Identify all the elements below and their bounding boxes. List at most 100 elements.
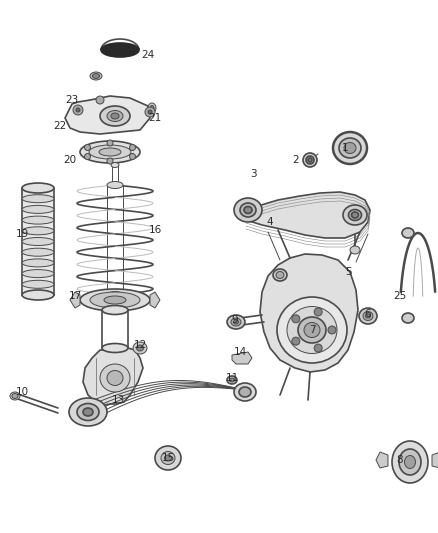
Ellipse shape [231,318,241,326]
Ellipse shape [102,305,128,314]
Ellipse shape [339,138,361,158]
Text: 19: 19 [15,229,28,239]
Ellipse shape [350,246,360,254]
Polygon shape [432,452,438,468]
Ellipse shape [22,290,54,300]
Circle shape [148,110,152,114]
Text: 7: 7 [309,325,315,335]
Ellipse shape [244,206,252,214]
Circle shape [107,140,113,146]
Ellipse shape [22,183,54,193]
Polygon shape [83,347,143,405]
Ellipse shape [298,317,326,343]
Text: 15: 15 [161,453,175,463]
Ellipse shape [102,343,128,352]
Ellipse shape [343,205,367,225]
Ellipse shape [276,271,284,279]
Ellipse shape [22,195,54,203]
Text: 22: 22 [53,121,67,131]
Text: 16: 16 [148,225,162,235]
Ellipse shape [80,141,140,163]
Circle shape [85,154,91,159]
Circle shape [76,108,80,112]
Ellipse shape [161,451,175,464]
Ellipse shape [22,227,54,235]
Text: 20: 20 [64,155,77,165]
Ellipse shape [22,216,54,224]
Text: 11: 11 [226,373,239,383]
Ellipse shape [349,209,361,221]
Ellipse shape [22,205,54,213]
Ellipse shape [90,72,102,80]
Ellipse shape [107,110,123,122]
Polygon shape [260,254,358,372]
Text: 6: 6 [365,309,371,319]
Text: 2: 2 [293,155,299,165]
Ellipse shape [273,269,287,281]
Ellipse shape [111,113,119,119]
Polygon shape [240,192,370,238]
Ellipse shape [83,408,93,416]
Polygon shape [70,292,80,308]
Circle shape [328,326,336,334]
Ellipse shape [239,387,251,397]
Circle shape [130,144,135,150]
Ellipse shape [100,364,130,392]
Ellipse shape [22,248,54,256]
Text: 9: 9 [232,315,238,325]
Text: 12: 12 [134,340,147,350]
Ellipse shape [234,383,256,401]
Ellipse shape [277,297,347,363]
Ellipse shape [227,315,245,329]
Ellipse shape [22,238,54,246]
Ellipse shape [303,153,317,167]
Text: 4: 4 [267,217,273,227]
Circle shape [107,158,113,164]
Circle shape [73,105,83,115]
Ellipse shape [363,311,373,320]
Polygon shape [232,352,252,364]
Ellipse shape [306,156,314,164]
Ellipse shape [230,378,234,382]
Ellipse shape [240,203,256,217]
Ellipse shape [308,158,312,162]
Ellipse shape [10,392,20,400]
Polygon shape [22,188,54,295]
Ellipse shape [22,259,54,267]
Text: 10: 10 [15,387,28,397]
Ellipse shape [107,182,123,189]
Text: 21: 21 [148,113,162,123]
Ellipse shape [234,198,262,222]
Circle shape [130,154,135,159]
Ellipse shape [12,393,18,399]
Ellipse shape [333,132,367,164]
Ellipse shape [22,280,54,288]
Circle shape [96,96,104,104]
Ellipse shape [100,106,130,126]
Ellipse shape [77,403,99,421]
Ellipse shape [22,270,54,278]
Polygon shape [65,96,150,134]
Text: 13: 13 [111,395,125,405]
Circle shape [85,144,91,150]
Ellipse shape [148,103,156,113]
Ellipse shape [344,142,356,154]
Circle shape [314,308,322,316]
Ellipse shape [107,292,123,298]
Ellipse shape [352,212,358,218]
Ellipse shape [155,446,181,470]
Ellipse shape [111,163,119,167]
Ellipse shape [392,441,428,483]
Ellipse shape [165,455,172,461]
Ellipse shape [107,370,123,385]
Circle shape [292,337,300,345]
Ellipse shape [150,106,154,110]
Text: 5: 5 [345,267,351,277]
Ellipse shape [80,289,150,311]
Ellipse shape [227,376,237,384]
Ellipse shape [399,449,421,475]
Text: 3: 3 [250,169,256,179]
Text: 24: 24 [141,50,155,60]
Circle shape [292,315,300,323]
Text: 17: 17 [68,291,81,301]
